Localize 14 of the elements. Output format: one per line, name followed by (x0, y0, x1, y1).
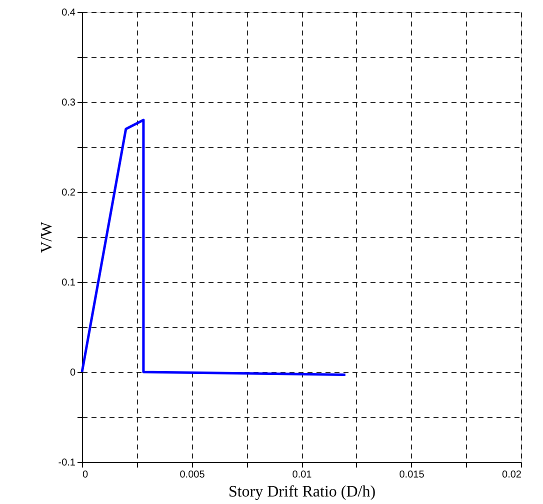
x-tick-label: 0 (82, 470, 88, 480)
x-axis-title: Story Drift Ratio (D/h) (228, 484, 376, 500)
y-tick-label: -0.1 (58, 458, 76, 468)
line-series (80, 118, 347, 376)
y-tick-label: 0.2 (62, 188, 76, 198)
y-tick-label: 0 (70, 368, 76, 378)
y-tick-label: 0.4 (62, 8, 76, 18)
y-tick-label: 0.3 (62, 98, 76, 108)
x-tick-label: 0.01 (292, 470, 312, 480)
y-tick-label: 0.1 (62, 278, 76, 288)
y-axis-title: V/W (38, 221, 56, 254)
x-tick-label: 0.02 (502, 470, 522, 480)
x-tick-label: 0.005 (180, 470, 206, 480)
x-tick-label: 0.015 (399, 470, 425, 480)
